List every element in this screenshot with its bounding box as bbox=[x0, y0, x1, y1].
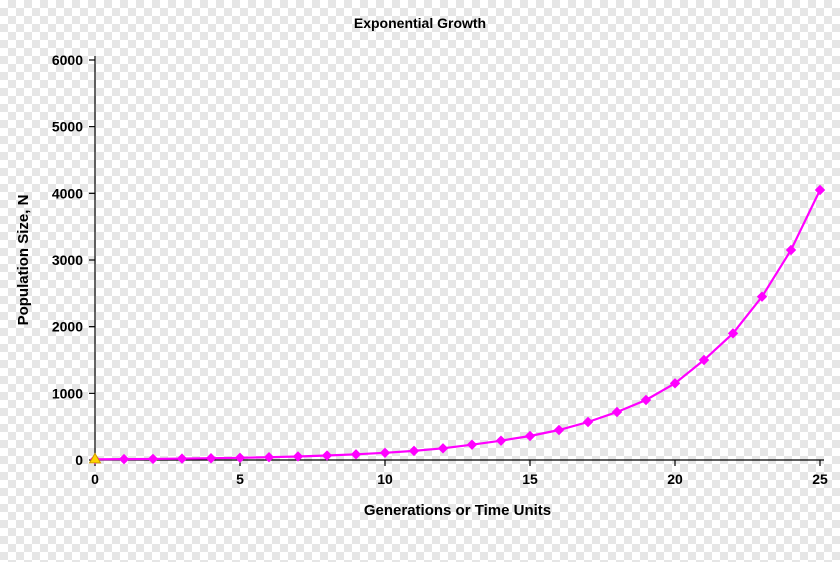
data-marker bbox=[207, 454, 216, 463]
data-marker bbox=[816, 186, 825, 195]
data-marker bbox=[526, 432, 535, 441]
growth-chart: Exponential Growth 0 1000 2000 3000 4000 5000… bbox=[0, 0, 840, 562]
data-marker bbox=[439, 444, 448, 453]
x-tick-label: 20 bbox=[667, 471, 683, 487]
data-marker bbox=[178, 454, 187, 463]
data-marker bbox=[120, 455, 129, 464]
data-marker bbox=[642, 396, 651, 405]
data-marker bbox=[381, 448, 390, 457]
data-marker bbox=[323, 451, 332, 460]
x-tick-label: 25 bbox=[812, 471, 828, 487]
x-tick-label: 15 bbox=[522, 471, 538, 487]
data-marker bbox=[468, 440, 477, 449]
y-tick-label: 5000 bbox=[52, 119, 83, 135]
y-tick-label: 2000 bbox=[52, 319, 83, 335]
data-marker bbox=[555, 426, 564, 435]
x-axis-label: Generations or Time Units bbox=[364, 502, 551, 519]
series-markers bbox=[91, 186, 825, 464]
x-tick-label: 0 bbox=[91, 471, 99, 487]
y-tick-label: 0 bbox=[75, 452, 83, 468]
x-axis: 0 5 10 15 20 25 bbox=[91, 460, 828, 487]
chart-title: Exponential Growth bbox=[354, 15, 486, 31]
data-marker bbox=[236, 453, 245, 462]
y-axis-label: Population Size, N bbox=[15, 195, 32, 326]
data-marker bbox=[149, 454, 158, 463]
x-tick-label: 5 bbox=[236, 471, 244, 487]
y-tick-label: 4000 bbox=[52, 185, 83, 201]
series-line bbox=[95, 190, 820, 459]
y-axis: 0 1000 2000 3000 4000 5000 6000 bbox=[52, 52, 95, 468]
chart-container: Exponential Growth 0 1000 2000 3000 4000 5000… bbox=[0, 0, 840, 562]
data-marker bbox=[497, 436, 506, 445]
data-marker bbox=[613, 408, 622, 417]
data-marker bbox=[584, 418, 593, 427]
y-tick-label: 1000 bbox=[52, 385, 83, 401]
y-tick-label: 3000 bbox=[52, 252, 83, 268]
x-tick-label: 10 bbox=[377, 471, 393, 487]
y-tick-label: 6000 bbox=[52, 52, 83, 68]
data-marker bbox=[352, 450, 361, 459]
data-marker bbox=[410, 446, 419, 455]
